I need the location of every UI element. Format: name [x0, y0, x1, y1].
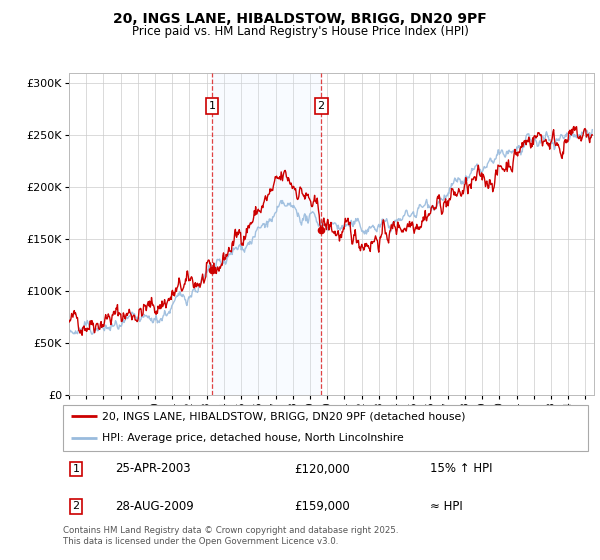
Bar — [212, 73, 321, 395]
Text: HPI: Average price, detached house, North Lincolnshire: HPI: Average price, detached house, Nort… — [103, 433, 404, 443]
Text: 2: 2 — [317, 101, 325, 111]
Text: £159,000: £159,000 — [294, 500, 350, 512]
FancyBboxPatch shape — [63, 405, 588, 451]
Text: 15% ↑ HPI: 15% ↑ HPI — [431, 463, 493, 475]
Text: Contains HM Land Registry data © Crown copyright and database right 2025.
This d: Contains HM Land Registry data © Crown c… — [63, 526, 398, 546]
Text: 1: 1 — [73, 464, 80, 474]
Text: 20, INGS LANE, HIBALDSTOW, BRIGG, DN20 9PF: 20, INGS LANE, HIBALDSTOW, BRIGG, DN20 9… — [113, 12, 487, 26]
Text: 20, INGS LANE, HIBALDSTOW, BRIGG, DN20 9PF (detached house): 20, INGS LANE, HIBALDSTOW, BRIGG, DN20 9… — [103, 412, 466, 421]
Text: Price paid vs. HM Land Registry's House Price Index (HPI): Price paid vs. HM Land Registry's House … — [131, 25, 469, 38]
Text: 1: 1 — [209, 101, 215, 111]
Text: 25-APR-2003: 25-APR-2003 — [115, 463, 191, 475]
Text: 28-AUG-2009: 28-AUG-2009 — [115, 500, 194, 512]
Text: £120,000: £120,000 — [294, 463, 350, 475]
Text: ≈ HPI: ≈ HPI — [431, 500, 463, 512]
Text: 2: 2 — [73, 501, 80, 511]
